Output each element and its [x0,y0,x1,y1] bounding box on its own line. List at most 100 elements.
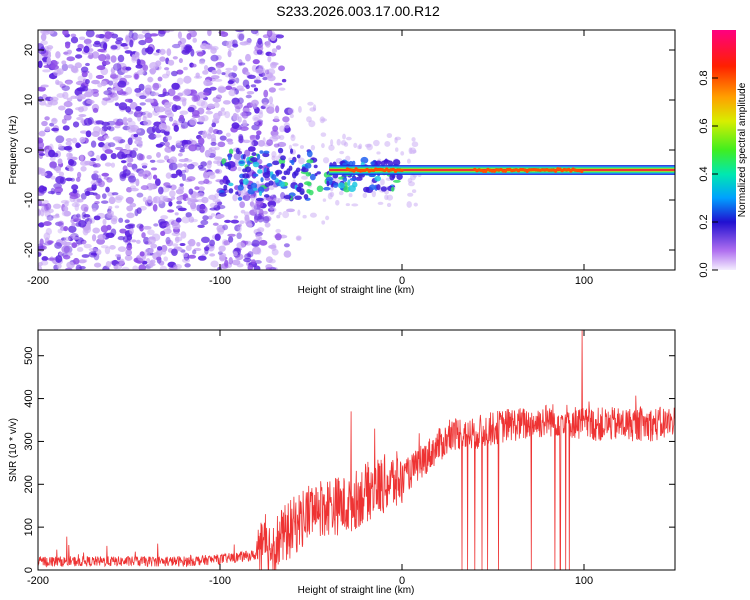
signal-blob [304,162,312,169]
noise-blob [67,158,75,166]
noise-blob [40,46,45,52]
noise-blob [146,46,154,55]
faint-blob [411,189,417,194]
noise-blob [228,89,236,97]
noise-blob [262,76,268,81]
noise-blob [45,47,52,52]
signal-blob [242,178,249,185]
x-tick-label: -200 [27,575,49,587]
signal-blob [296,154,301,159]
faint-blob [243,184,248,189]
noise-blob [230,219,240,224]
noise-blob [151,125,157,133]
noise-blob [92,107,99,113]
noise-blob [115,40,122,45]
signal-blob [392,159,401,166]
noise-blob [149,247,154,254]
noise-blob [106,120,116,126]
noise-blob [55,51,61,59]
snr-x-ticks: -200 -100 0 100 [27,330,593,587]
signal-blob [303,194,309,200]
noise-blob [267,74,276,82]
noise-blob [139,224,144,232]
faint-blob [358,143,363,150]
x-tick-label: -200 [27,275,49,287]
faint-blob [255,121,259,126]
signal-blob [297,182,304,188]
noise-blob [126,205,134,212]
noise-blob [43,203,49,212]
signal-peak [365,167,369,171]
noise-blob [83,243,92,249]
noise-blob [170,144,176,152]
noise-blob [188,144,198,152]
noise-blob [273,82,283,86]
noise-blob [47,257,56,261]
noise-blob [72,189,78,194]
faint-blob [298,157,305,165]
noise-blob [67,252,73,256]
noise-blob [282,116,290,123]
noise-blob [240,209,246,214]
noise-blob [194,186,200,191]
signal-blob [313,164,318,169]
noise-blob [60,199,70,204]
signal-blob [299,188,305,195]
faint-blob [322,198,327,202]
noise-blob [211,122,217,128]
noise-blob [225,85,233,90]
noise-blob [98,180,105,188]
noise-blob [38,245,47,251]
noise-blob [57,220,65,228]
noise-blob [257,215,264,223]
noise-blob [205,110,213,115]
noise-blob [199,145,205,153]
noise-blob [101,99,108,106]
noise-blob [170,173,178,179]
noise-blob [108,206,113,210]
noise-blob [54,242,62,249]
noise-blob [232,194,238,202]
signal-blob [281,175,287,180]
noise-blob [239,220,245,225]
noise-blob [234,224,241,232]
noise-blob [268,87,276,93]
noise-blob [157,30,166,37]
noise-blob [213,78,223,82]
noise-blob [142,115,147,122]
noise-blob [127,223,136,227]
noise-blob [164,101,174,105]
noise-blob [227,50,232,58]
noise-blob [153,92,160,96]
noise-blob [55,166,61,174]
noise-blob [59,176,66,185]
signal-blob [227,163,232,171]
signal-blob [384,158,389,165]
noise-blob [63,50,72,56]
noise-blob [219,254,226,262]
noise-blob [85,130,92,138]
noise-blob [237,116,242,123]
noise-blob [141,47,148,56]
noise-blob [171,232,181,237]
faint-blob [362,192,368,199]
noise-blob [103,90,113,96]
noise-blob [166,239,174,247]
noise-blob [245,94,252,99]
noise-blob [128,31,134,39]
noise-blob [169,156,178,164]
noise-blob [152,203,158,212]
signal-blob [263,194,270,198]
noise-blob [163,256,169,262]
noise-blob [74,203,79,212]
noise-blob [217,251,223,255]
noise-blob [203,65,209,71]
noise-blob [147,195,153,204]
noise-blob [200,43,209,50]
faint-blob [289,113,294,119]
noise-blob [236,232,242,240]
noise-blob [100,80,107,87]
noise-blob [245,84,250,90]
noise-blob [192,249,197,255]
